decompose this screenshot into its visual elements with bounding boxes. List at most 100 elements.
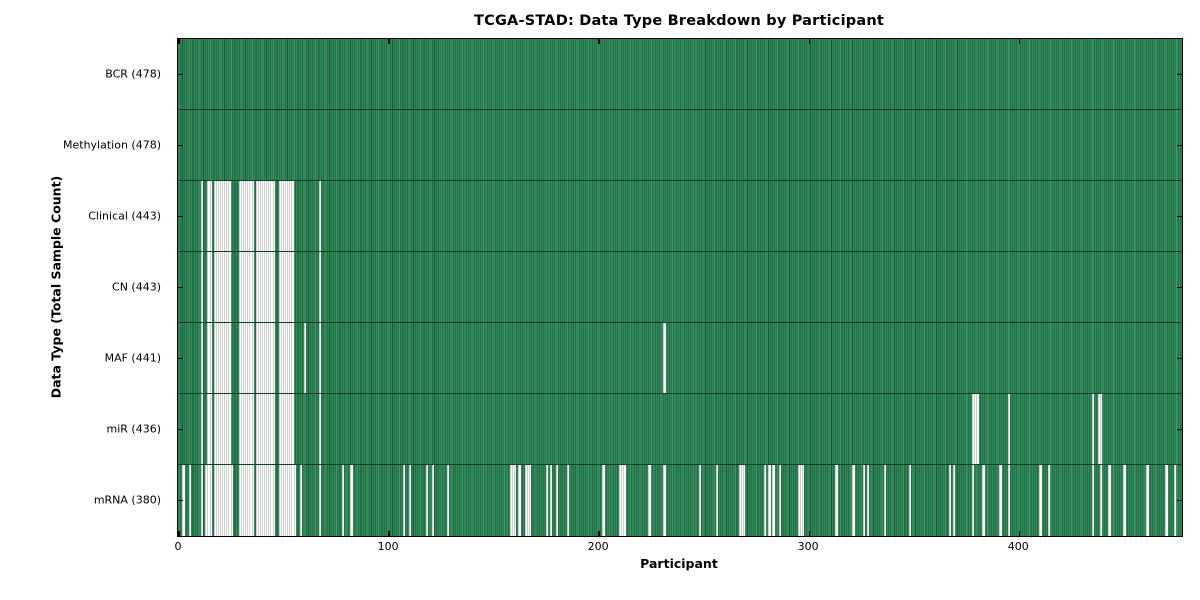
y-tick-label: Methylation (478) — [63, 138, 161, 151]
absent-bar — [207, 181, 210, 251]
absent-bar — [247, 394, 250, 464]
absent-bar — [1146, 465, 1149, 536]
absent-bar — [545, 465, 548, 536]
absent-bar — [247, 181, 250, 251]
absent-bar — [217, 394, 221, 464]
absent-bar — [623, 465, 626, 536]
absent-bar — [883, 465, 887, 536]
absent-bar — [772, 465, 775, 536]
absent-bar — [249, 394, 252, 464]
absent-bar — [446, 465, 450, 536]
absent-bar — [318, 394, 322, 464]
absent-bar — [262, 323, 265, 393]
absent-bar — [241, 394, 244, 464]
absent-bar — [249, 252, 252, 322]
row-band-bcr — [178, 39, 1182, 110]
absent-bar — [287, 181, 290, 251]
absent-bar — [778, 465, 782, 536]
x-tick-label: 400 — [1007, 540, 1029, 553]
absent-bar — [280, 465, 284, 536]
absent-bar — [215, 465, 219, 536]
row-band-mir — [178, 394, 1182, 465]
absent-bar — [285, 394, 288, 464]
absent-bar — [272, 465, 275, 536]
absent-bar — [228, 323, 231, 393]
y-tick-label: MAF (441) — [104, 351, 161, 364]
absent-bar — [549, 465, 553, 536]
absent-bar — [262, 394, 265, 464]
absent-bar — [224, 252, 227, 322]
absent-bar — [518, 465, 521, 536]
absent-bar — [266, 465, 269, 536]
absent-bar — [220, 465, 223, 536]
y-tick-right — [1177, 357, 1182, 360]
absent-bar — [511, 465, 515, 536]
absent-bar — [280, 181, 284, 251]
absent-bar — [220, 252, 223, 322]
y-tick-left — [178, 357, 183, 360]
absent-bar — [257, 181, 261, 251]
absent-bar — [304, 323, 307, 393]
absent-bar — [278, 394, 282, 464]
absent-bar — [226, 181, 229, 251]
absent-bar — [224, 465, 227, 536]
absent-bar — [318, 181, 322, 251]
absent-bar — [251, 394, 254, 464]
absent-bar — [285, 323, 288, 393]
absent-bar — [222, 323, 225, 393]
absent-bar — [255, 323, 259, 393]
absent-bar — [255, 252, 259, 322]
absent-bar — [224, 394, 227, 464]
absent-bar — [266, 394, 269, 464]
absent-bar — [247, 323, 250, 393]
y-tick-label: Clinical (443) — [88, 209, 161, 222]
absent-bar — [259, 323, 263, 393]
absent-bar — [425, 465, 429, 536]
absent-bar — [432, 465, 435, 536]
absent-bar — [245, 181, 248, 251]
x-axis-label: Participant — [640, 556, 718, 571]
absent-bar — [241, 465, 244, 536]
absent-bar — [245, 323, 248, 393]
y-tick-left — [178, 286, 183, 289]
absent-bar — [291, 323, 294, 393]
absent-bar — [280, 394, 284, 464]
absent-bar — [291, 394, 294, 464]
row-band-cn — [178, 252, 1182, 323]
absent-bar — [243, 252, 246, 322]
y-tick-right — [1177, 144, 1182, 147]
absent-bar — [243, 323, 246, 393]
absent-bar — [285, 465, 288, 536]
x-tick-top — [1018, 39, 1020, 44]
absent-bar — [270, 323, 273, 393]
x-tick-top — [388, 39, 390, 44]
y-tick-labels: BCR (478) Methylation (478) Clinical (443)… — [0, 38, 169, 535]
absent-bar — [201, 323, 204, 393]
x-tick-bottom — [388, 531, 390, 536]
absent-bar — [213, 252, 217, 322]
absent-bar — [283, 252, 286, 322]
absent-bar — [740, 465, 744, 536]
absent-bar — [245, 465, 248, 536]
x-tick-top — [598, 39, 600, 44]
absent-bar — [291, 465, 294, 536]
absent-bar — [201, 181, 204, 251]
x-tick-bottom — [808, 531, 810, 536]
absent-bar — [619, 465, 622, 536]
absent-bar — [228, 252, 231, 322]
absent-bar — [215, 394, 219, 464]
absent-bar — [257, 465, 261, 536]
y-tick-left — [178, 73, 183, 76]
absent-bar — [238, 181, 242, 251]
absent-bar — [251, 252, 254, 322]
absent-bar — [797, 465, 800, 536]
absent-bar — [245, 394, 248, 464]
absent-bar — [1100, 394, 1103, 464]
absent-bar — [220, 181, 223, 251]
absent-bar — [971, 394, 975, 464]
absent-bar — [1047, 465, 1050, 536]
absent-bar — [509, 465, 513, 536]
absent-bar — [283, 394, 286, 464]
absent-bar — [262, 252, 265, 322]
absent-bar — [217, 181, 221, 251]
